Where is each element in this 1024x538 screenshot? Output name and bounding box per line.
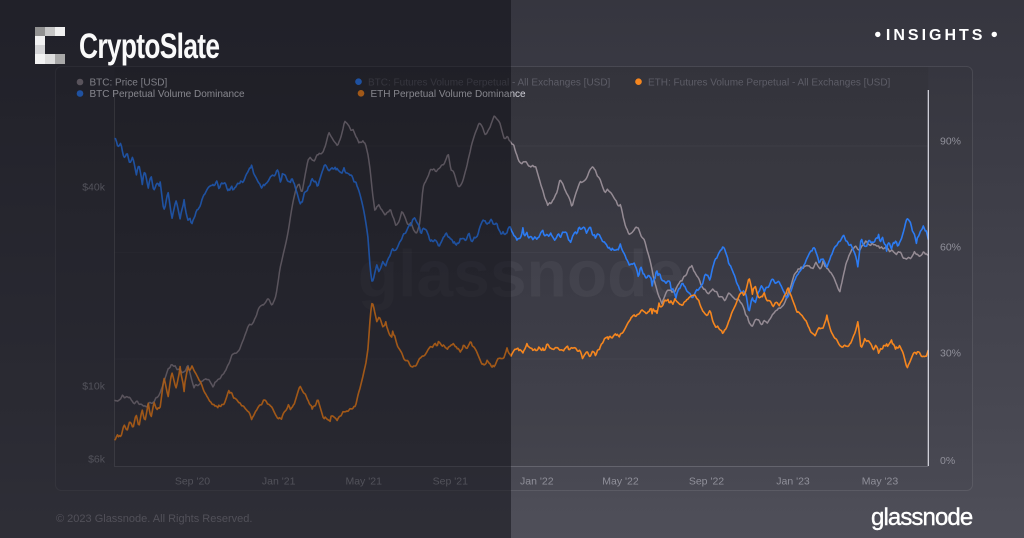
svg-text:90%: 90% [940,136,961,148]
svg-text:BTC: Futures Volume Perpetual: BTC: Futures Volume Perpetual - All Exch… [368,78,611,89]
svg-text:May '22: May '22 [602,476,639,488]
svg-text:May '21: May '21 [345,476,382,488]
svg-text:BTC: Price [USD]: BTC: Price [USD] [90,78,168,89]
svg-text:ETH: Futures Volume Perpetual: ETH: Futures Volume Perpetual - All Exch… [648,78,891,89]
svg-text:glassnode: glassnode [358,237,684,311]
svg-text:Sep '21: Sep '21 [433,476,468,488]
svg-text:May '23: May '23 [862,476,899,488]
svg-text:BTC Perpetual Volume Dominance: BTC Perpetual Volume Dominance [90,89,246,100]
svg-text:Jan '23: Jan '23 [776,476,810,488]
svg-text:ETH Perpetual Volume Dominance: ETH Perpetual Volume Dominance [371,89,527,100]
svg-text:© 2023 Glassnode. All Rights R: © 2023 Glassnode. All Rights Reserved. [56,513,252,525]
svg-text:$40k: $40k [82,182,106,194]
svg-text:Sep '22: Sep '22 [689,476,724,488]
svg-text:Jan '21: Jan '21 [262,476,296,488]
svg-text:BTC Perpetual Volume Dominance: BTC Perpetual Volume Dominance [90,89,246,100]
svg-text:BTC: Price [USD]: BTC: Price [USD] [90,78,168,89]
svg-text:30%: 30% [940,348,961,360]
svg-text:0%: 0% [940,455,955,467]
svg-text:$10k: $10k [82,381,106,393]
svg-text:Sep '20: Sep '20 [175,476,210,488]
svg-text:ETH Perpetual Volume Dominance: ETH Perpetual Volume Dominance [371,89,527,100]
svg-text:$6k: $6k [88,454,106,466]
svg-text:60%: 60% [940,242,961,254]
svg-text:Jan '22: Jan '22 [520,476,554,488]
